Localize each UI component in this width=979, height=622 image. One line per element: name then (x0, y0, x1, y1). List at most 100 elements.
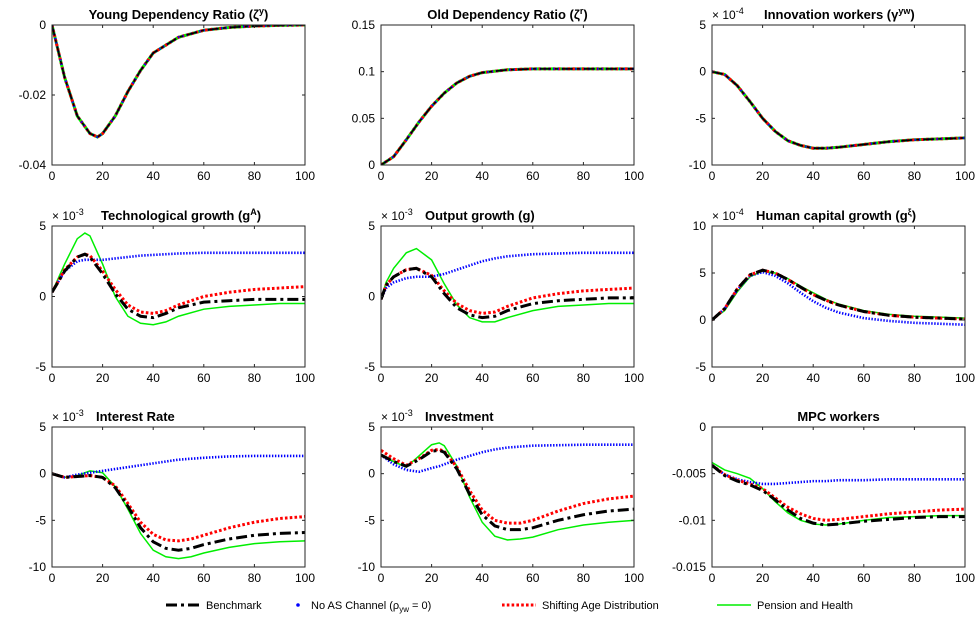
x-tick-label: 100 (624, 571, 644, 585)
panel-1: 0 20 40 60 80 100 -0.04 -0.02 0 Young Dependency … (19, 6, 316, 183)
x-tick-label: 0 (709, 371, 716, 385)
axes-box (380, 24, 635, 166)
legend: Benchmark No AS Channel (ρyw = 0) Shifting… (166, 600, 853, 614)
series-pens-line (381, 442, 634, 541)
x-tick-label: 80 (908, 571, 922, 585)
x-tick-label: 80 (248, 571, 262, 585)
x-tick-label: 40 (147, 571, 161, 585)
axes-box (380, 426, 635, 568)
x-tick-label: 60 (197, 169, 211, 183)
panel-7: 0 20 40 60 80 100 -10 -5 0 5 × 10-3 Interest Rate (29, 408, 316, 585)
x-tick-label: 100 (295, 169, 315, 183)
y-tick-label: 0 (699, 420, 706, 434)
x-tick-label: 0 (49, 169, 56, 183)
series-bench-line (52, 472, 305, 552)
series-bench-line (52, 252, 305, 320)
x-tick-label: 40 (147, 169, 161, 183)
axes-box (51, 426, 306, 568)
x-tick-label: 40 (807, 371, 821, 385)
x-tick-label: 0 (378, 571, 385, 585)
panel-2: 0 20 40 60 80 100 0 0.05 0.1 0.15 Old Dependency R… (352, 6, 645, 183)
x-tick-label: 20 (756, 371, 770, 385)
x-tick-label: 40 (147, 371, 161, 385)
y-tick-label: -0.01 (679, 513, 707, 527)
panel-title: Output growth (g) (425, 208, 535, 223)
x-tick-label: 60 (857, 169, 871, 183)
x-tick-label: 40 (807, 571, 821, 585)
axes-box (711, 426, 966, 568)
x-tick-label: 80 (577, 571, 591, 585)
y-tick-label: -10 (689, 158, 707, 172)
y-tick-label: 0 (39, 18, 46, 32)
x-tick-label: 60 (526, 371, 540, 385)
plot-area (712, 427, 965, 567)
y-tick-label: 0 (368, 158, 375, 172)
x-tick-label: 60 (197, 371, 211, 385)
plot-area (52, 427, 305, 567)
panel-title: Young Dependency Ratio (ζy) (89, 6, 269, 22)
x-tick-label: 80 (908, 169, 922, 183)
y-tick-label: 0 (39, 467, 46, 481)
y-tick-label: 5 (699, 266, 706, 280)
panel-title: Old Dependency Ratio (ζr) (427, 6, 587, 22)
y-tick-label: -0.005 (672, 467, 706, 481)
x-tick-label: 20 (425, 371, 439, 385)
axis-exponent: × 10-4 (712, 207, 744, 223)
x-tick-label: 100 (955, 571, 975, 585)
series-noas-line (52, 454, 305, 479)
y-tick-label: 0 (368, 290, 375, 304)
x-tick-label: 40 (476, 371, 490, 385)
x-tick-label: 100 (624, 169, 644, 183)
series-pens-line (381, 247, 634, 323)
y-tick-label: -5 (695, 111, 706, 125)
panel-title: Innovation workers (γyw) (764, 6, 915, 22)
panel-title: Interest Rate (96, 409, 175, 424)
y-tick-label: -10 (29, 560, 47, 574)
plot-area (712, 25, 965, 165)
plot-area (381, 226, 634, 367)
panel-title: Investment (425, 409, 494, 424)
x-tick-label: 60 (197, 571, 211, 585)
series-benchmark-line (52, 25, 305, 138)
y-tick-label: 5 (39, 420, 46, 434)
series-pens-line (52, 232, 305, 326)
x-tick-label: 40 (476, 571, 490, 585)
x-tick-label: 80 (248, 371, 262, 385)
axis-exponent: × 10-3 (52, 207, 84, 223)
panel-title: Human capital growth (gξ) (756, 207, 916, 223)
legend-label-shift: Shifting Age Distribution (542, 600, 659, 612)
x-tick-label: 60 (857, 371, 871, 385)
x-tick-label: 0 (378, 169, 385, 183)
y-tick-label: 0 (699, 313, 706, 327)
legend-label-bench: Benchmark (206, 600, 262, 612)
y-tick-label: -5 (35, 360, 46, 374)
axis-exponent: × 10-4 (712, 6, 744, 22)
y-tick-label: 10 (693, 219, 707, 233)
x-tick-label: 100 (295, 371, 315, 385)
y-tick-label: -0.015 (672, 560, 706, 574)
y-tick-label: 0.05 (352, 111, 376, 125)
panel-title: MPC workers (797, 409, 879, 424)
axis-exponent: × 10-3 (381, 408, 413, 424)
plot-area (712, 226, 965, 367)
plot-area (381, 427, 634, 567)
panel-title: Technological growth (gA) (101, 207, 261, 223)
legend-label-pens: Pension and Health (757, 600, 853, 612)
series-bench-line (712, 268, 965, 322)
x-tick-label: 60 (526, 571, 540, 585)
y-tick-label: 0 (39, 290, 46, 304)
x-tick-label: 100 (955, 169, 975, 183)
x-tick-label: 40 (476, 169, 490, 183)
y-tick-label: -5 (35, 513, 46, 527)
y-tick-label: -0.04 (19, 158, 47, 172)
x-tick-label: 20 (96, 371, 110, 385)
y-tick-label: 5 (368, 219, 375, 233)
series-shift-line (381, 266, 634, 315)
legend-label-noas: No AS Channel (ρyw = 0) (311, 600, 431, 614)
axes-box (711, 24, 966, 166)
y-tick-label: -5 (364, 513, 375, 527)
x-tick-label: 20 (756, 571, 770, 585)
plot-area (381, 25, 634, 165)
y-tick-label: 0.15 (352, 18, 376, 32)
series-bench-line (381, 266, 634, 320)
